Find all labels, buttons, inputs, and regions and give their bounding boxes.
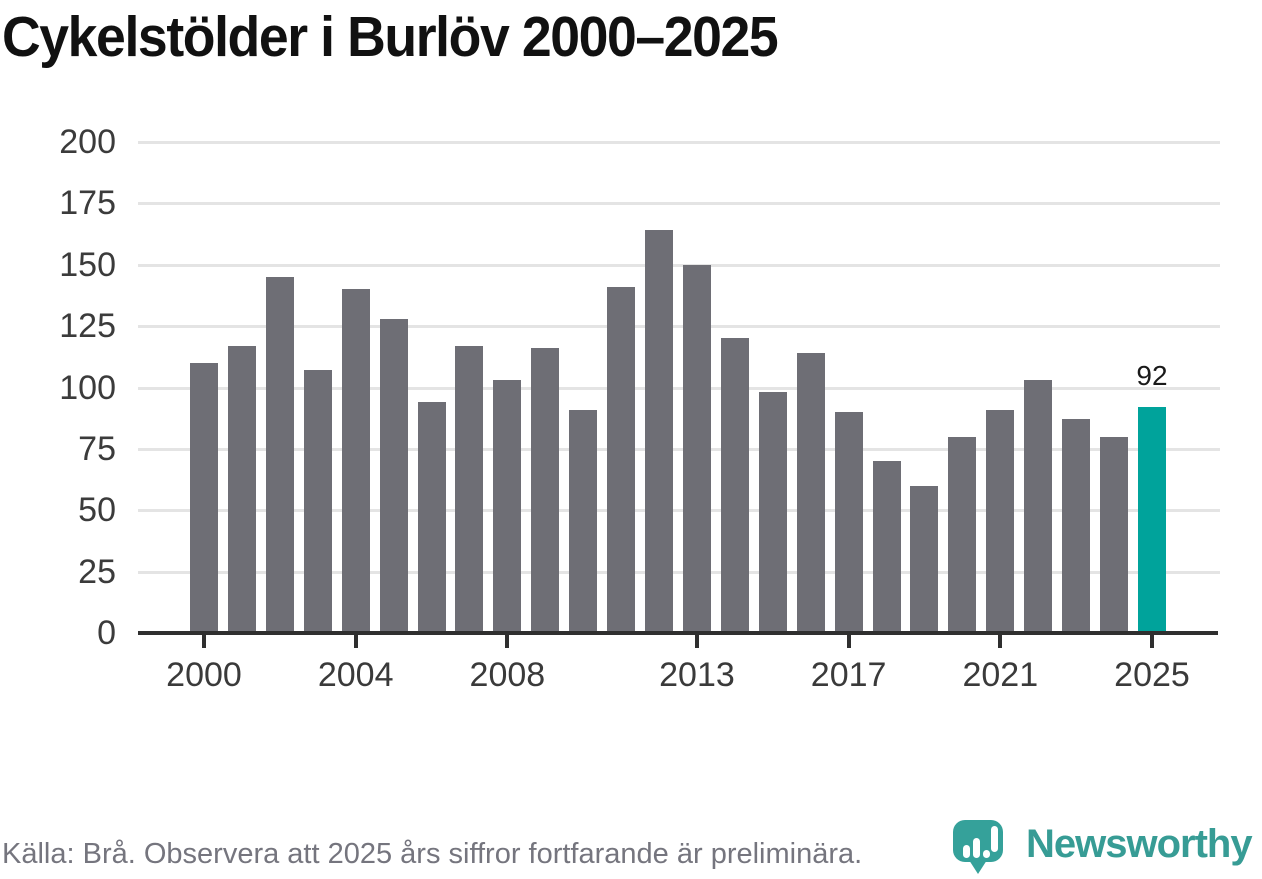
x-tick-label-2008: 2008 bbox=[469, 656, 546, 694]
gridline-150 bbox=[138, 263, 1220, 267]
gridline-100 bbox=[138, 386, 1220, 390]
bar-2003 bbox=[303, 370, 332, 633]
bar-2002 bbox=[265, 277, 294, 633]
y-tick-label-150: 150 bbox=[59, 245, 116, 284]
bar-2020 bbox=[948, 436, 977, 633]
bar-2010 bbox=[569, 409, 598, 633]
bar-2013 bbox=[682, 264, 711, 633]
x-tick-label-2021: 2021 bbox=[962, 656, 1039, 694]
bar-2009 bbox=[531, 348, 560, 633]
bar-2015 bbox=[758, 392, 787, 633]
x-tick-2008 bbox=[505, 635, 510, 648]
y-tick-label-25: 25 bbox=[78, 552, 116, 591]
bar-2011 bbox=[607, 286, 636, 633]
x-tick-2021 bbox=[998, 635, 1003, 648]
bar-2016 bbox=[796, 353, 825, 633]
bar-2017 bbox=[834, 412, 863, 633]
x-tick-label-2013: 2013 bbox=[659, 656, 735, 694]
y-tick-label-100: 100 bbox=[59, 368, 116, 407]
bar-2007 bbox=[455, 345, 484, 633]
source-note: Källa: Brå. Observera att 2025 års siffr… bbox=[2, 838, 863, 870]
x-tick-2017 bbox=[846, 635, 851, 648]
chart-title: Cykelstölder i Burlöv 2000–2025 bbox=[2, 5, 779, 69]
y-tick-label-0: 0 bbox=[97, 614, 116, 652]
bar-2014 bbox=[720, 338, 749, 633]
x-tick-label-2000: 2000 bbox=[166, 656, 242, 694]
logo-chart-bar-icon bbox=[983, 850, 990, 858]
gridline-25 bbox=[138, 570, 1220, 574]
bar-2022 bbox=[1024, 380, 1053, 633]
bar-2019 bbox=[910, 485, 939, 633]
x-tick-2000 bbox=[202, 635, 206, 648]
gridline-75 bbox=[138, 447, 1220, 451]
y-tick-label-125: 125 bbox=[59, 307, 116, 346]
bar-2023 bbox=[1062, 419, 1091, 633]
newsworthy-logo-text: Newsworthy bbox=[1026, 822, 1253, 866]
gridline-50 bbox=[138, 509, 1220, 513]
bar-2000 bbox=[190, 362, 218, 633]
x-tick-label-2025: 2025 bbox=[1114, 656, 1190, 694]
bar-2025 bbox=[1138, 407, 1166, 633]
x-tick-label-2004: 2004 bbox=[317, 656, 394, 694]
y-tick-label-75: 75 bbox=[78, 429, 116, 468]
x-tick-2004 bbox=[353, 635, 358, 648]
bar-2021 bbox=[986, 409, 1015, 633]
bar-2008 bbox=[493, 380, 522, 633]
y-tick-label-200: 200 bbox=[59, 123, 116, 161]
logo-chart-bar-icon bbox=[963, 845, 970, 858]
gridline-175 bbox=[138, 202, 1220, 206]
bar-2006 bbox=[417, 402, 446, 633]
bar-2004 bbox=[341, 289, 370, 633]
bar-2005 bbox=[379, 318, 408, 633]
gridline-200 bbox=[138, 141, 1220, 144]
logo-chart-bar-icon bbox=[973, 838, 980, 858]
x-tick-2013 bbox=[694, 635, 699, 648]
bar-2024 bbox=[1100, 436, 1129, 633]
highlight-value-label: 92 bbox=[1136, 360, 1168, 392]
gridline-125 bbox=[138, 325, 1220, 329]
y-tick-label-50: 50 bbox=[78, 491, 116, 530]
bar-2001 bbox=[227, 345, 256, 633]
x-axis-line bbox=[138, 631, 1218, 635]
logo-chart-bar-icon bbox=[991, 826, 998, 852]
newsworthy-logo-icon-tail bbox=[969, 860, 987, 874]
bar-2018 bbox=[872, 461, 901, 633]
y-tick-label-175: 175 bbox=[59, 184, 116, 223]
x-tick-label-2017: 2017 bbox=[810, 656, 887, 694]
bar-2012 bbox=[645, 230, 674, 633]
x-tick-2025 bbox=[1150, 635, 1154, 648]
